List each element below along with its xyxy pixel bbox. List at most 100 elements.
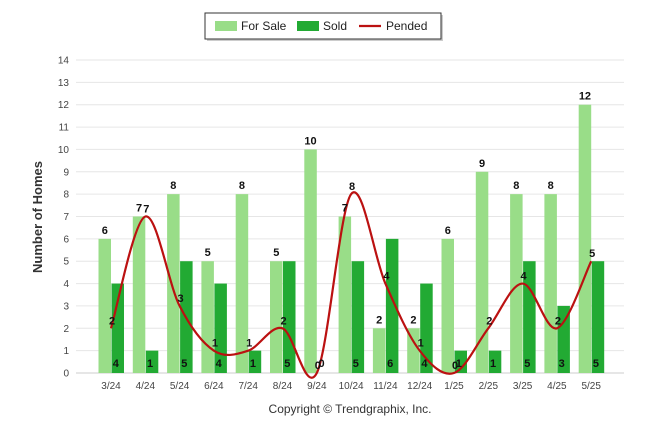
- data-label-pended: 5: [589, 248, 595, 260]
- bar-for-sale: [167, 194, 180, 373]
- data-label-for-sale: 2: [410, 314, 416, 326]
- bar-for-sale: [544, 194, 557, 373]
- data-label-for-sale: 5: [205, 247, 211, 259]
- pended-series-line: [109, 191, 593, 379]
- data-label-for-sale: 6: [445, 225, 451, 237]
- legend-label: Sold: [323, 19, 347, 33]
- legend-box: [204, 12, 442, 40]
- bar-for-sale: [132, 216, 146, 373]
- y-tick-label: 5: [63, 257, 69, 268]
- data-label-for-sale: 2: [376, 314, 382, 326]
- bar-sold: [557, 305, 570, 373]
- data-label-for-sale: 7: [342, 203, 348, 215]
- x-tick-label: 10/24: [339, 381, 364, 392]
- data-label-sold: 3: [559, 358, 565, 370]
- data-label-pended: 7: [143, 204, 149, 216]
- data-label-pended: 1: [418, 338, 424, 350]
- data-label-for-sale: 12: [579, 91, 591, 103]
- data-label-pended: 8: [349, 181, 355, 193]
- y-tick-label: 13: [58, 78, 70, 89]
- bar-sold: [111, 283, 124, 373]
- x-tick-label: 4/25: [547, 381, 567, 392]
- bar-for-sale: [510, 194, 523, 373]
- bar-for-sale: [578, 104, 592, 373]
- data-label-sold: 1: [147, 358, 153, 370]
- data-label-sold: 5: [593, 358, 599, 370]
- x-tick-label: 9/24: [307, 381, 327, 392]
- pended-line: [109, 191, 593, 379]
- bar-for-sale: [98, 238, 111, 373]
- data-label-for-sale: 8: [170, 180, 176, 192]
- x-tick-label: 2/25: [479, 381, 499, 392]
- data-label-pended: 1: [212, 338, 218, 350]
- data-label-pended: 3: [178, 293, 184, 305]
- x-tick-label: 11/24: [373, 381, 398, 392]
- legend-label: Pended: [386, 19, 427, 33]
- y-tick-label: 11: [59, 123, 70, 134]
- data-label-for-sale: 10: [304, 135, 316, 147]
- x-tick-label: 6/24: [204, 381, 224, 392]
- data-label-sold: 1: [490, 358, 496, 370]
- bar-for-sale: [372, 328, 386, 373]
- data-label-pended: 0: [315, 360, 321, 372]
- bar-for-sale: [304, 149, 317, 373]
- bar-sold: [248, 350, 262, 373]
- data-label-for-sale: 8: [513, 180, 519, 192]
- legend-swatch: [297, 21, 319, 31]
- y-tick-label: 3: [63, 301, 69, 312]
- data-label-for-sale: 5: [273, 247, 279, 259]
- bar-sold: [214, 283, 227, 373]
- bar-sold: [454, 350, 467, 373]
- data-label-sold: 4: [113, 358, 120, 370]
- x-tick-label: 12/24: [407, 381, 432, 392]
- data-label-sold: 5: [524, 358, 530, 370]
- x-tick-label: 5/24: [170, 381, 190, 392]
- bar-for-sale: [338, 216, 352, 373]
- x-tick-label: 3/24: [101, 381, 121, 392]
- bar-for-sale: [475, 171, 489, 373]
- y-tick-label: 9: [63, 167, 69, 178]
- bar-sold: [420, 283, 433, 373]
- bar-sold: [591, 261, 605, 373]
- y-tick-label: 14: [58, 56, 70, 67]
- data-label-pended: 4: [383, 271, 390, 283]
- y-axis-title: Number of Homes: [30, 161, 45, 273]
- y-tick-label: 0: [63, 369, 69, 380]
- bar-sold: [145, 350, 159, 373]
- legend: For Sale Sold Pended: [204, 12, 443, 41]
- data-label-sold: 5: [284, 358, 290, 370]
- y-tick-label: 4: [63, 279, 69, 290]
- y-tick-label: 12: [58, 100, 70, 111]
- x-tick-label: 8/24: [273, 381, 293, 392]
- y-tick-label: 1: [63, 346, 69, 357]
- data-label-for-sale: 9: [479, 158, 485, 170]
- bar-sold: [385, 238, 399, 373]
- data-label-sold: 5: [181, 358, 187, 370]
- data-label-sold: 1: [456, 358, 462, 370]
- x-tick-label: 1/25: [444, 381, 464, 392]
- legend-swatch: [215, 21, 237, 31]
- data-label-sold: 0: [318, 358, 324, 370]
- bars: [98, 104, 605, 373]
- data-label-pended: 2: [280, 315, 286, 327]
- bar-for-sale: [235, 194, 249, 373]
- y-tick-label: 2: [63, 324, 69, 335]
- data-label-pended: 1: [246, 338, 252, 350]
- data-label-sold: 5: [353, 358, 359, 370]
- bar-sold: [523, 261, 536, 373]
- data-label-sold: 1: [250, 358, 256, 370]
- y-tick-label: 6: [63, 234, 69, 245]
- y-tick-label: 7: [63, 212, 69, 223]
- bar-for-sale: [270, 261, 283, 373]
- bar-sold: [488, 350, 502, 373]
- x-tick-label: 4/24: [136, 381, 156, 392]
- y-tick-label: 8: [63, 190, 69, 201]
- bar-sold: [351, 261, 365, 373]
- data-label-pended: 2: [486, 315, 492, 327]
- x-tick-label: 7/24: [238, 381, 258, 392]
- x-tick-label: 5/25: [581, 381, 601, 392]
- data-label-for-sale: 6: [102, 225, 108, 237]
